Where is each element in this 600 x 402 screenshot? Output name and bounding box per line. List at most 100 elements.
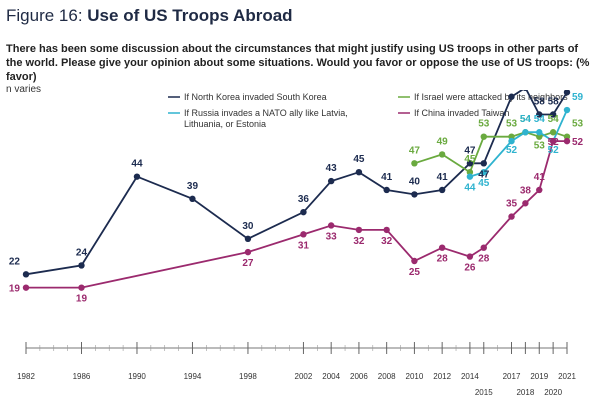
tick-label: 1994 <box>184 372 202 381</box>
tick-label: 1986 <box>73 372 91 381</box>
data-label: 41 <box>534 172 546 183</box>
data-point <box>438 186 446 194</box>
figure-number: Figure 16: <box>6 6 83 25</box>
data-point <box>508 137 515 145</box>
data-point <box>522 129 529 136</box>
data-label: 24 <box>76 247 88 258</box>
data-point <box>480 169 487 176</box>
data-point <box>438 244 446 251</box>
data-label: 54 <box>548 114 560 125</box>
data-label: 54 <box>520 114 532 125</box>
sample-note: n varies <box>6 84 42 95</box>
data-label: 33 <box>326 231 338 242</box>
data-point <box>327 222 335 229</box>
tick-label: 2012 <box>433 372 451 381</box>
data-label: 49 <box>437 136 449 147</box>
data-point <box>383 226 390 234</box>
data-label: 52 <box>548 145 560 156</box>
data-point <box>522 200 529 207</box>
data-label: 47 <box>409 145 421 156</box>
tick-label: 2002 <box>295 372 313 381</box>
survey-question: There has been some discussion about the… <box>6 43 590 83</box>
data-point <box>523 90 528 92</box>
data-label: 41 <box>437 172 449 183</box>
data-point <box>466 173 474 180</box>
tick-label: 1982 <box>17 372 35 381</box>
line-chart: If North Korea invaded South Korea If Isr… <box>9 90 584 397</box>
legend: If North Korea invaded South Korea If Isr… <box>168 92 568 129</box>
x-axis: 1982 1986 1990 1994 1998 2002 2004 2006 2008 2010… <box>17 342 576 397</box>
data-label: 52 <box>548 137 560 148</box>
data-label: 32 <box>353 236 365 247</box>
data-point <box>78 284 85 291</box>
data-point <box>411 257 418 265</box>
figure-title: Figure 16: Use of US Troops Abroad <box>6 6 293 26</box>
data-point <box>563 90 571 96</box>
data-label: 53 <box>478 119 490 130</box>
figure-name: Use of US Troops Abroad <box>87 6 293 25</box>
data-label: 25 <box>409 267 421 278</box>
data-point <box>549 137 557 145</box>
data-label: 28 <box>478 254 490 265</box>
data-label: 19 <box>9 284 21 295</box>
data-point <box>22 271 30 278</box>
data-label: 54 <box>520 114 532 125</box>
tick-label: 2019 <box>530 372 548 381</box>
data-point <box>549 111 557 118</box>
tick-label: 2017 <box>503 372 521 381</box>
data-point <box>508 133 515 140</box>
data-point <box>480 244 487 251</box>
tick-label: 2008 <box>378 372 396 381</box>
data-label: 59 <box>572 92 584 103</box>
data-point <box>508 213 515 220</box>
data-point <box>327 177 335 185</box>
series-line <box>26 140 567 289</box>
data-point <box>300 208 307 216</box>
legend-label: If Russia invades a NATO ally like Latvi… <box>184 108 348 129</box>
data-label: 53 <box>506 119 518 130</box>
data-point <box>536 133 543 140</box>
data-label: 35 <box>506 199 518 210</box>
series-line <box>25 90 568 276</box>
data-point <box>508 93 515 100</box>
data-point <box>480 133 487 140</box>
data-label: 30 <box>242 221 254 232</box>
data-point <box>438 151 446 158</box>
data-point <box>355 169 363 176</box>
data-label: 44 <box>131 159 143 170</box>
tick-label: 2014 <box>461 372 479 381</box>
data-label: 26 <box>464 263 476 274</box>
data-point <box>563 137 571 145</box>
tick-label: 2010 <box>406 372 424 381</box>
data-label: 27 <box>242 258 254 269</box>
data-point <box>466 169 474 176</box>
data-label: 45 <box>478 178 490 189</box>
data-label: 44 <box>464 183 476 194</box>
data-point <box>466 253 474 260</box>
tick-label: 2004 <box>322 372 340 381</box>
data-point <box>549 129 557 136</box>
data-point <box>536 111 543 118</box>
data-label: 22 <box>9 256 21 267</box>
data-label: 31 <box>298 240 310 251</box>
data-label: 38 <box>520 185 532 196</box>
data-point <box>133 173 141 180</box>
legend-label: If North Korea invaded South Korea <box>184 92 327 102</box>
tick-label: 2015 <box>475 388 493 397</box>
data-label: 19 <box>76 294 88 305</box>
data-label: 58 <box>548 96 560 107</box>
data-label: 53 <box>572 119 584 130</box>
data-label: 43 <box>326 163 338 174</box>
data-label: 47 <box>478 169 490 180</box>
data-point <box>78 262 85 269</box>
data-label: 53 <box>534 141 546 152</box>
data-point <box>536 129 543 136</box>
data-point <box>411 160 418 167</box>
data-point <box>563 133 571 140</box>
tick-label: 2006 <box>350 372 368 381</box>
data-label: 36 <box>298 194 310 205</box>
data-label: 40 <box>409 176 421 187</box>
data-label: 28 <box>437 254 449 265</box>
data-label: 41 <box>381 172 393 183</box>
tick-label: 2018 <box>516 388 534 397</box>
